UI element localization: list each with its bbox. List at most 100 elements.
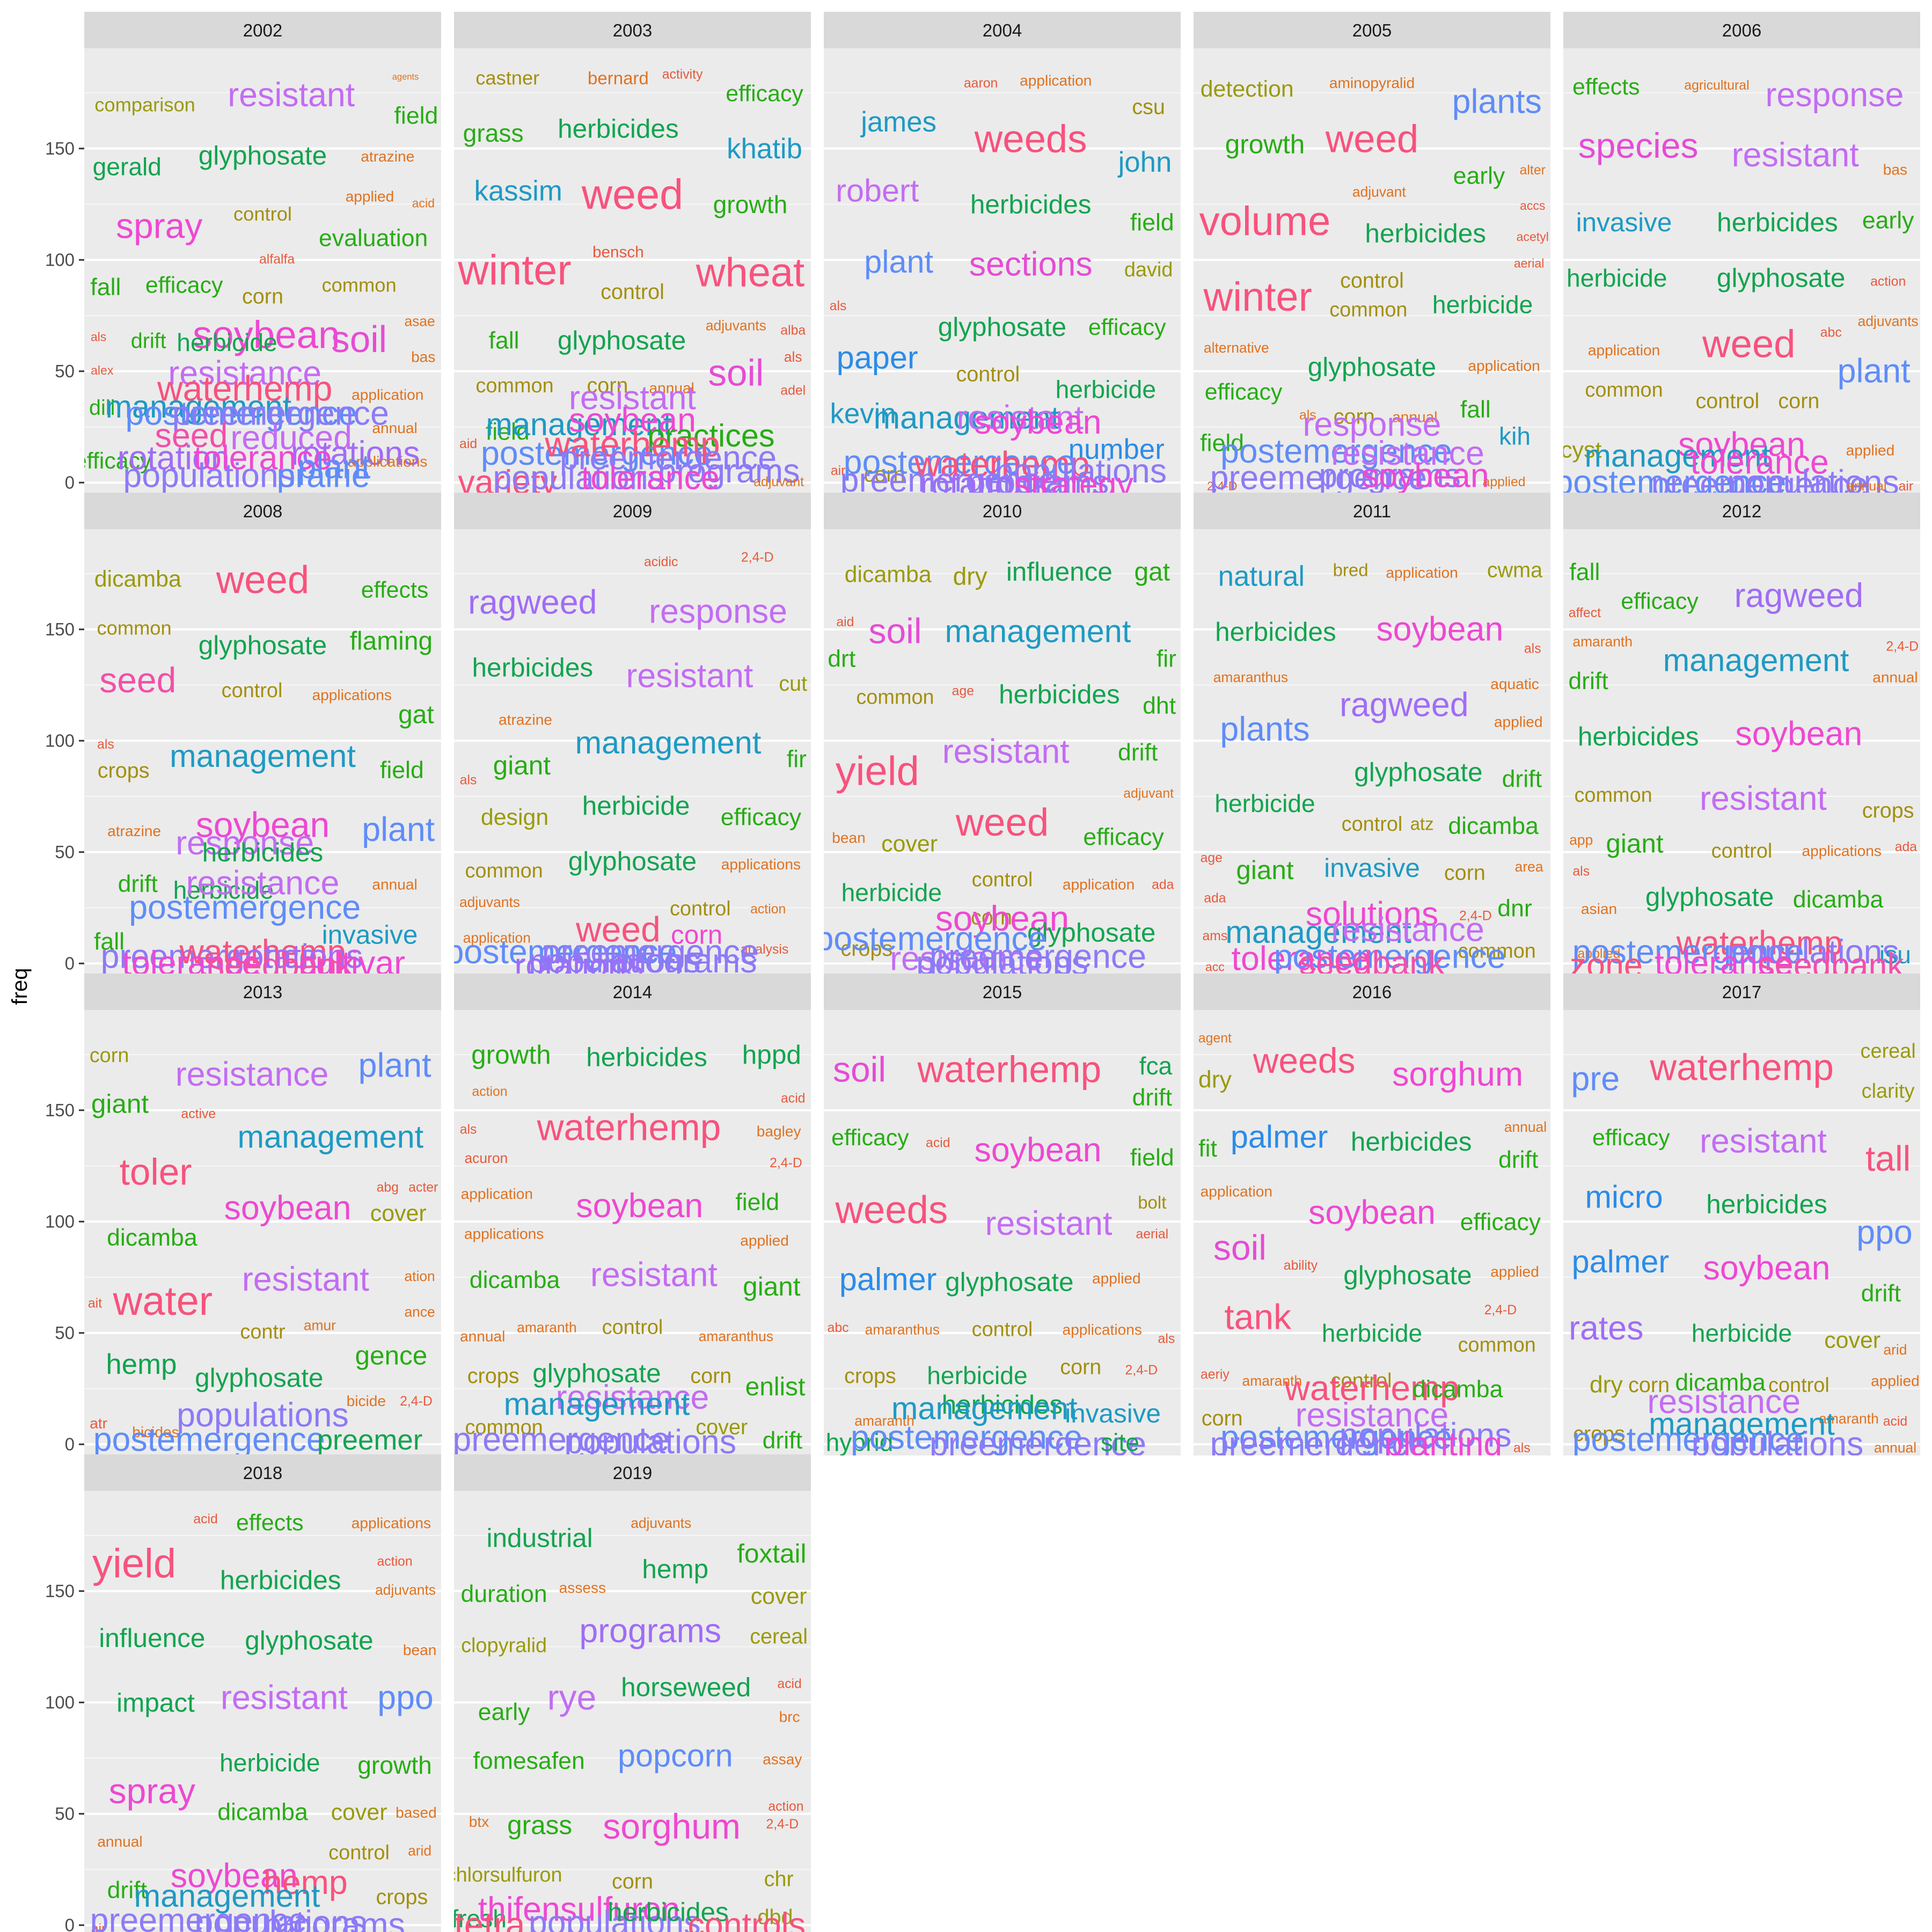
word-mark: clarity: [1862, 1080, 1915, 1103]
word-mark: populations: [194, 1904, 367, 1932]
word-mark: drift: [107, 1877, 148, 1904]
word-marks: corn resistance plant giant active management…: [88, 1044, 438, 1455]
word-mark: corn: [864, 463, 905, 486]
word-mark: resistance: [890, 940, 1043, 978]
word-mark: field: [1130, 1145, 1174, 1171]
word-marks: acidic 2,4-D ragweed response herbicides resi…: [454, 550, 807, 975]
word-mark: amaranthus: [865, 1322, 940, 1338]
word-mark: glyphosate: [1027, 918, 1155, 947]
word-mark: annual: [1504, 1119, 1547, 1135]
word-mark: bas: [1883, 162, 1907, 178]
word-mark: corn: [1202, 1407, 1243, 1430]
word-mark: alex: [91, 363, 114, 377]
word-mark: control: [602, 1316, 663, 1338]
word-mark: corn: [587, 374, 628, 397]
word-mark: giant: [1606, 829, 1664, 858]
word-mark: amaranth: [517, 1319, 577, 1335]
word-mark: amaranth: [854, 1413, 914, 1429]
word-mark: growth: [1225, 130, 1305, 159]
word-mark: yield: [92, 1541, 176, 1586]
y-tick-label: 100: [45, 250, 75, 269]
word-mark: populations: [493, 459, 665, 497]
word-marks: acid effects applications yield action herbic…: [90, 1510, 437, 1932]
word-mark: als: [1524, 642, 1541, 656]
word-mark: gat: [1135, 558, 1170, 587]
word-mark: soybean: [569, 401, 696, 439]
word-mark: thifensulfuron: [478, 1891, 680, 1928]
word-mark: soybean: [576, 1187, 703, 1225]
word-mark: toler: [120, 1151, 192, 1192]
word-mark: glyphosate: [532, 1359, 661, 1388]
word-mark: soybean: [193, 313, 340, 357]
word-mark: spray: [116, 206, 202, 246]
word-mark: yield: [836, 749, 919, 794]
word-mark: age: [1201, 851, 1223, 866]
facet-strip: [824, 493, 1181, 529]
word-mark: populations: [177, 1396, 349, 1434]
facet-strip: [454, 974, 811, 1010]
word-marks: dicamba weed effects common glyphosate flamin…: [94, 558, 435, 975]
word-mark: accs: [1520, 199, 1545, 213]
word-mark: efficacy: [721, 804, 802, 830]
word-mark: plant: [362, 811, 435, 848]
word-mark: control: [670, 898, 731, 920]
panel-background: [1563, 48, 1920, 494]
word-mark: resistant: [1732, 136, 1859, 174]
word-mark: 2,4-D: [1207, 479, 1237, 493]
facet-panel-2013: 2013 0 50 100 150 corn resistance plant giant act…: [45, 974, 441, 1455]
word-mark: soybean: [1678, 426, 1805, 463]
word-mark: common: [97, 617, 172, 639]
word-mark: ait: [88, 1296, 102, 1311]
word-mark: site: [1101, 1428, 1139, 1456]
word-mark: herbicides: [472, 653, 593, 683]
word-mark: weeds: [835, 1188, 948, 1232]
word-mark: application: [463, 930, 531, 946]
word-mark: preemergence: [1210, 1425, 1427, 1463]
word-mark: soil: [833, 1050, 886, 1089]
word-mark: common: [1329, 299, 1407, 321]
word-mark: field: [380, 757, 424, 784]
word-mark: weeds: [1253, 1041, 1356, 1080]
word-mark: drift: [131, 329, 166, 353]
word-mark: resistance: [186, 865, 340, 902]
word-mark: 2,4-D: [1459, 909, 1492, 924]
word-mark: effects: [236, 1510, 304, 1536]
y-tick-label: 50: [55, 361, 75, 381]
word-mark: resistance: [556, 1379, 709, 1416]
word-mark: herbicide: [219, 1749, 320, 1777]
facet-strip-label: 2014: [613, 982, 652, 1002]
word-mark: herbicides: [970, 190, 1092, 219]
word-mark: efficacy: [831, 1125, 909, 1151]
word-mark: solutions: [1306, 896, 1438, 933]
word-mark: efficacy: [1205, 379, 1283, 405]
facet-panel-2017: 2017 cereal waterhemp pre clarity efficacy res…: [1563, 974, 1920, 1455]
word-mark: fca: [1139, 1052, 1173, 1080]
word-mark: preemergence: [90, 1902, 307, 1932]
word-mark: amaranth: [1242, 1373, 1302, 1389]
word-mark: annual: [1847, 479, 1886, 494]
word-mark: waterhemp: [914, 444, 1090, 484]
word-mark: fir: [787, 746, 807, 772]
word-mark: dicamba: [94, 566, 181, 592]
word-marks: aminopyralid detection plants growth weed ear…: [1199, 75, 1549, 494]
word-mark: dbd: [757, 1905, 793, 1929]
word-mark: cover: [331, 1799, 387, 1825]
word-mark: cut: [779, 672, 807, 696]
word-mark: applied: [1871, 1372, 1920, 1389]
word-mark: bicide: [347, 1393, 386, 1409]
word-mark: asian: [1581, 901, 1617, 917]
word-mark: cover: [370, 1201, 427, 1226]
word-mark: hppd: [742, 1040, 801, 1070]
word-mark: giant: [91, 1089, 149, 1119]
word-mark: adjuvants: [459, 894, 520, 910]
panel-background: [454, 1010, 811, 1455]
word-mark: efficacy: [74, 448, 152, 474]
facet-strip: [454, 1454, 811, 1491]
panel-background: [824, 48, 1181, 494]
word-mark: herbicides: [220, 1565, 341, 1595]
facet-panel-2002: 2002 0 50 100 150 agents comparison resistant fi…: [45, 12, 441, 494]
word-mark: david: [1124, 259, 1173, 281]
word-mark: soil: [868, 611, 921, 650]
word-mark: acid: [412, 196, 435, 210]
word-mark: resistance: [168, 355, 321, 392]
